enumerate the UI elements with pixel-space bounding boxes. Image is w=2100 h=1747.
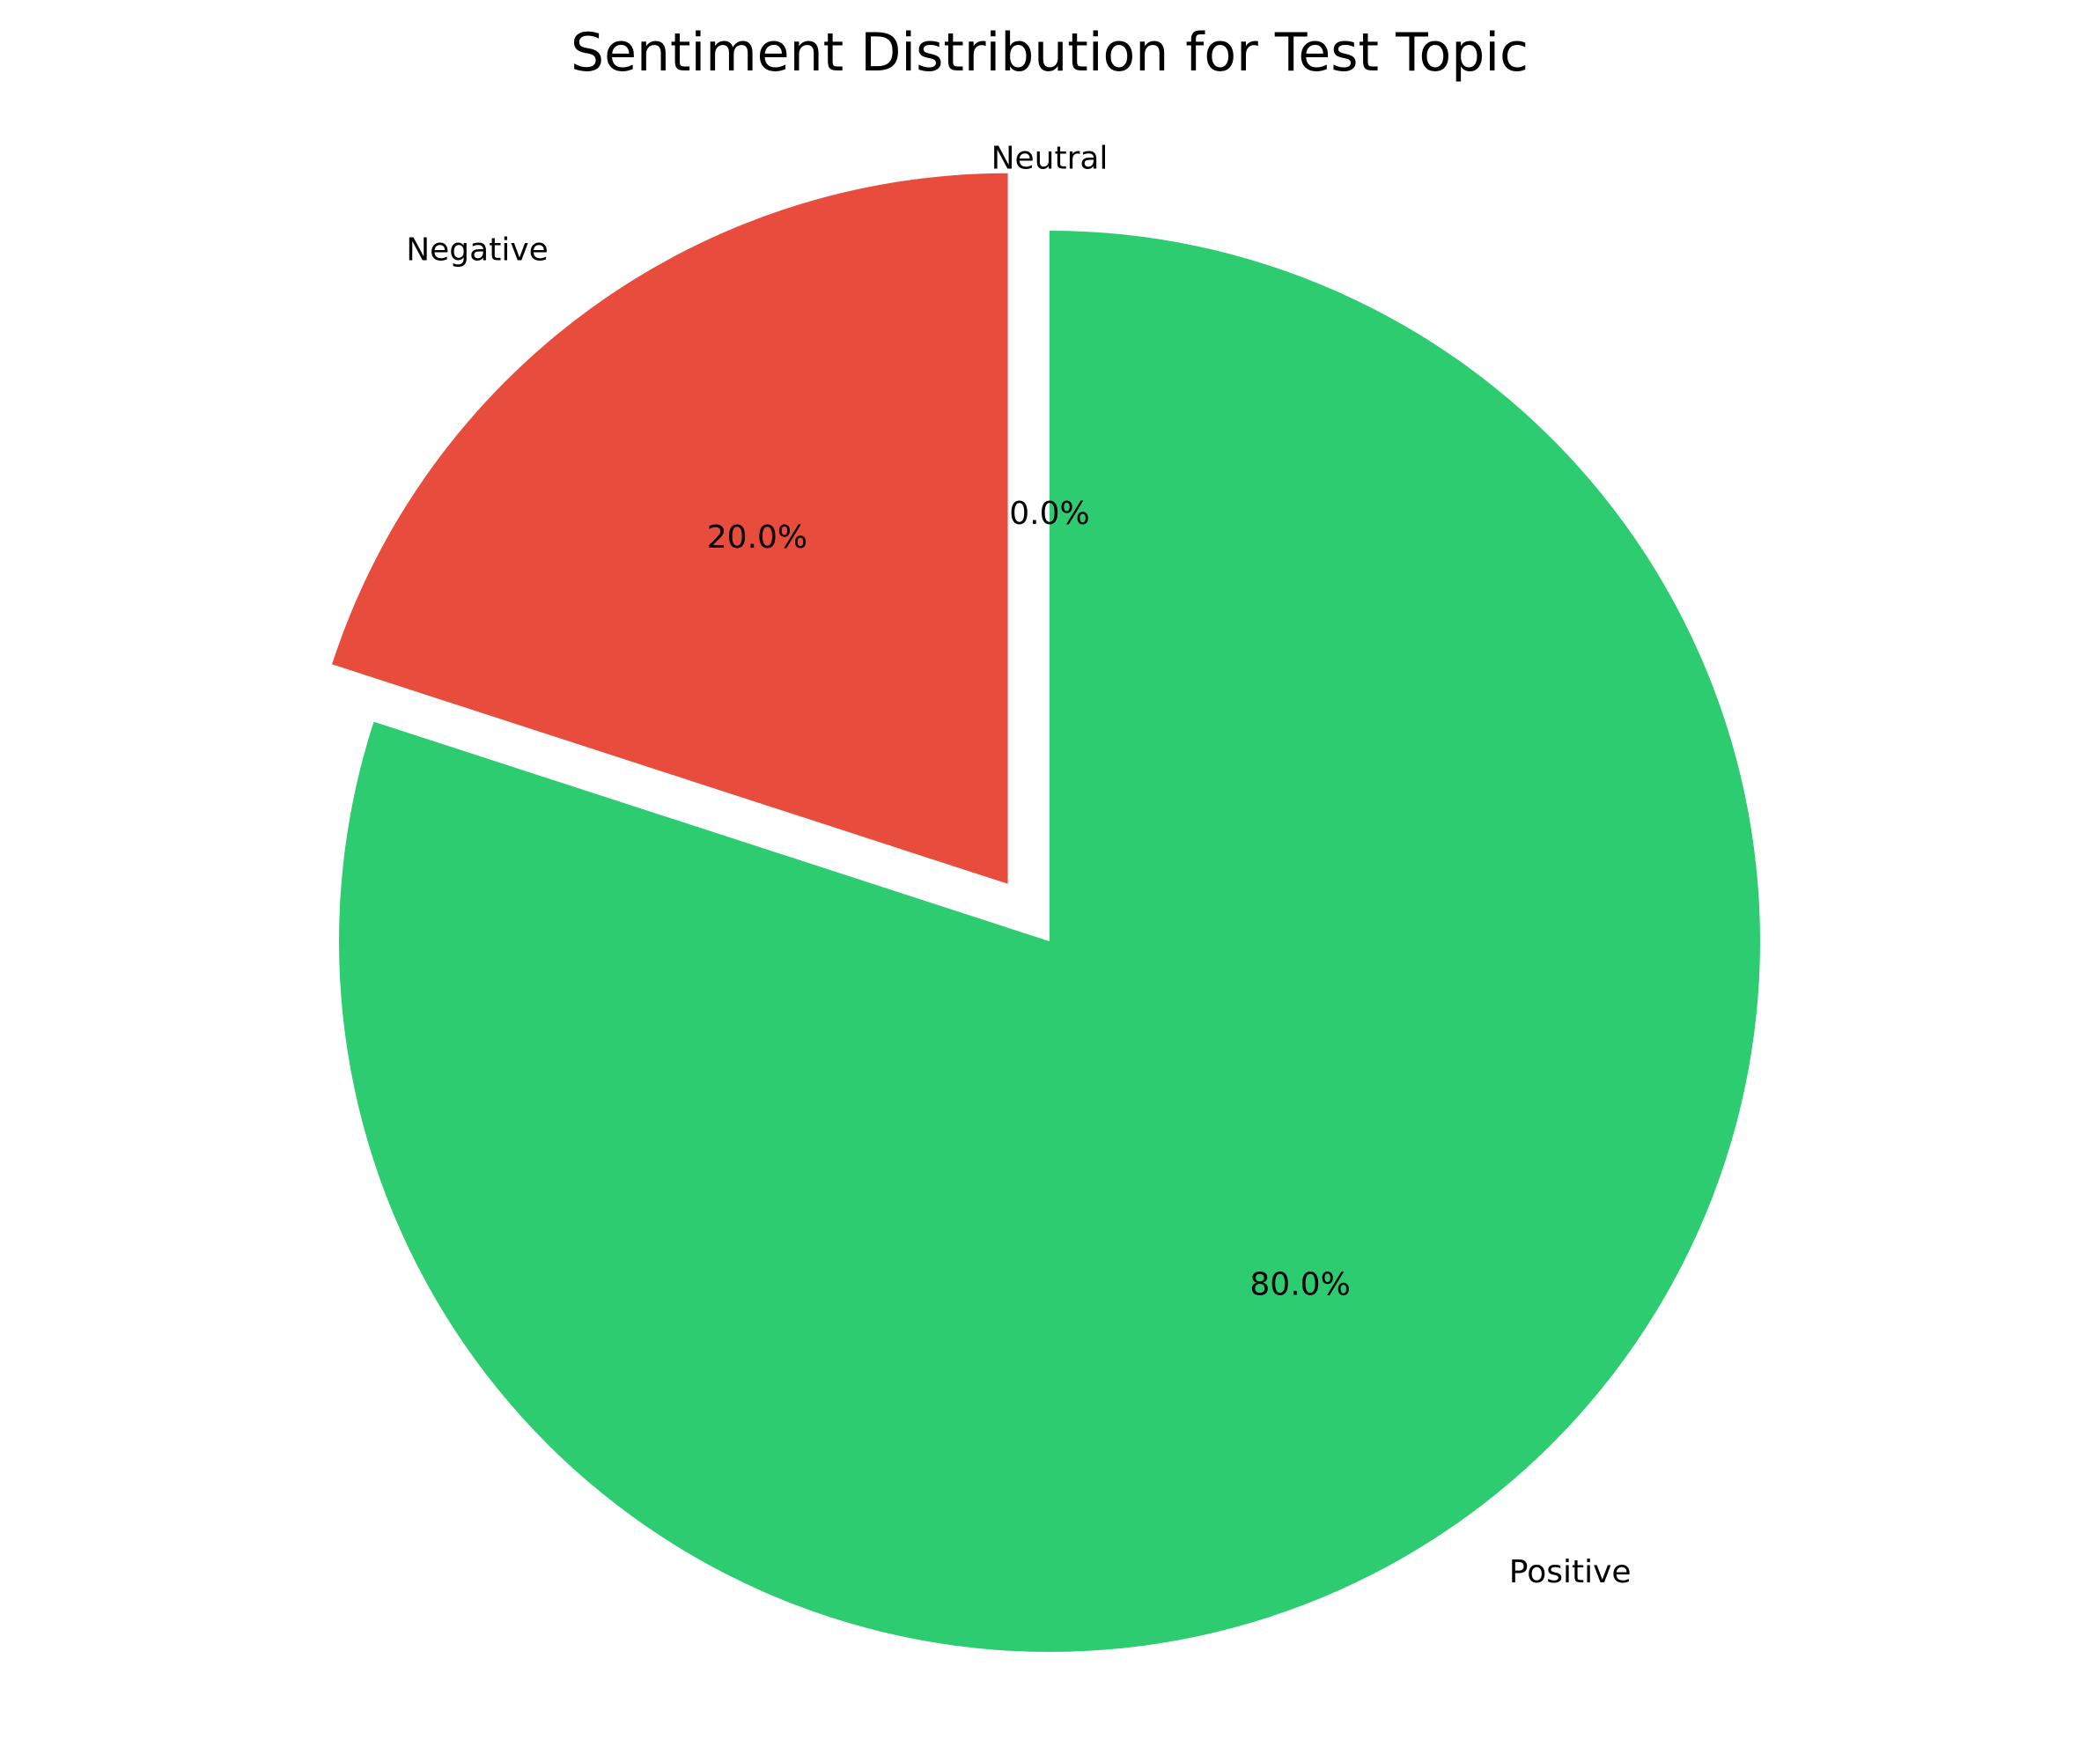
chart-title: Sentiment Distribution for Test Topic: [571, 22, 1529, 84]
slice-label-negative: Negative: [406, 232, 549, 269]
pie-slices: [332, 173, 1761, 1652]
pie-slice-negative: [332, 173, 1008, 884]
pct-label-negative: 20.0%: [707, 520, 807, 556]
slice-label-neutral: Neutral: [991, 140, 1109, 176]
pct-label-neutral: 0.0%: [1009, 496, 1089, 532]
pct-label-positive: 80.0%: [1249, 1267, 1350, 1303]
pie-slice-positive: [338, 231, 1761, 1652]
pie-labels: Positive 80.0% Negative 20.0% Neutral 0.0%: [406, 140, 1631, 1590]
slice-label-positive: Positive: [1509, 1554, 1632, 1590]
